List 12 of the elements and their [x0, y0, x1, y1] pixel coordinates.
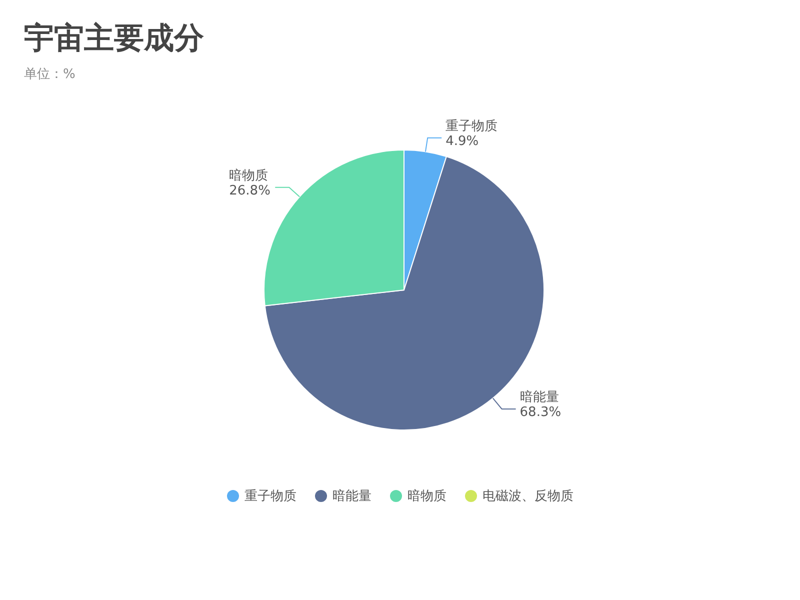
data-label: 68.3% — [520, 404, 562, 420]
legend-label: 暗物质 — [408, 488, 446, 505]
text: 单位：% — [24, 66, 76, 83]
legend-label: 暗能量 — [332, 488, 372, 505]
data-label: 26.8% — [229, 183, 270, 198]
slice-label: 暗能量 — [520, 390, 559, 405]
slice-label: 重子物质 — [446, 118, 498, 134]
legend-label: 重子物质 — [244, 488, 296, 505]
data-label: 4.9% — [446, 134, 479, 149]
legend-label: 电磁波、反物质 — [482, 488, 574, 505]
chart-title: 宇宙主要成分 — [24, 20, 204, 58]
slice-label: 暗物质 — [229, 168, 268, 184]
